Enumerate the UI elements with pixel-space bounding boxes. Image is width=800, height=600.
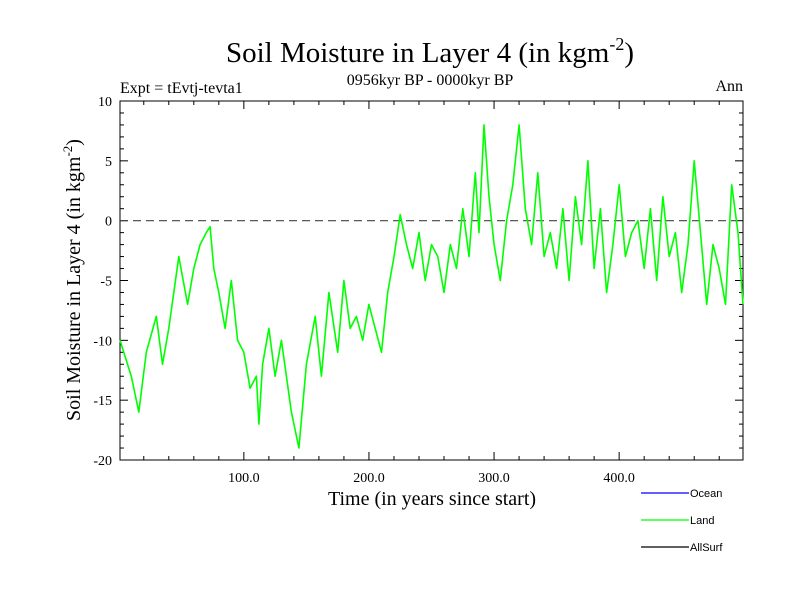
y-tick-label: -15 (93, 394, 112, 409)
legend-label-land: Land (690, 515, 714, 527)
y-axis-label: Soil Moisture in Layer 4 (in kgm-2) (60, 139, 85, 421)
y-tick-label: -5 (100, 275, 112, 290)
y-tick-label: 10 (98, 95, 112, 110)
y-tick-label: -10 (93, 334, 112, 349)
y-tick-label: 5 (105, 155, 112, 170)
x-tick-label: 400.0 (603, 471, 635, 486)
legend-label-ocean: Ocean (690, 488, 722, 500)
chart-title-close: ) (624, 37, 634, 69)
series-group (119, 124, 744, 449)
x-tick-label: 300.0 (478, 471, 510, 486)
axis-ticks: -20 -15 -10 -5 0 5 10 100.0 200.0 300.0 400.0 (93, 95, 743, 486)
series-line-land (119, 124, 744, 449)
y-axis-label-sup: -2 (60, 146, 75, 157)
y-tick-label: -20 (93, 454, 112, 469)
x-tick-label: 200.0 (353, 471, 385, 486)
chart-subtitle: 0956kyr BP - 0000kyr BP (347, 72, 514, 89)
legend-label-allsurf: AllSurf (690, 542, 723, 554)
plot-frame (119, 100, 744, 461)
chart-title-text: Soil Moisture in Layer 4 (in kgm (226, 37, 610, 69)
chart-title: Soil Moisture in Layer 4 (in kgm-2) (226, 34, 634, 69)
x-axis-label: Time (in years since start) (328, 488, 536, 510)
y-tick-label: 0 (105, 215, 112, 230)
x-tick-label: 100.0 (228, 471, 260, 486)
y-axis-label-close: ) (63, 139, 85, 146)
y-axis-label-text: Soil Moisture in Layer 4 (in kgm (63, 156, 85, 421)
season-label: Ann (715, 78, 743, 95)
expt-label: Expt = tEvtj-tevta1 (120, 80, 243, 97)
chart-title-sup: -2 (609, 34, 624, 54)
legend: Ocean Land AllSurf (641, 488, 723, 554)
